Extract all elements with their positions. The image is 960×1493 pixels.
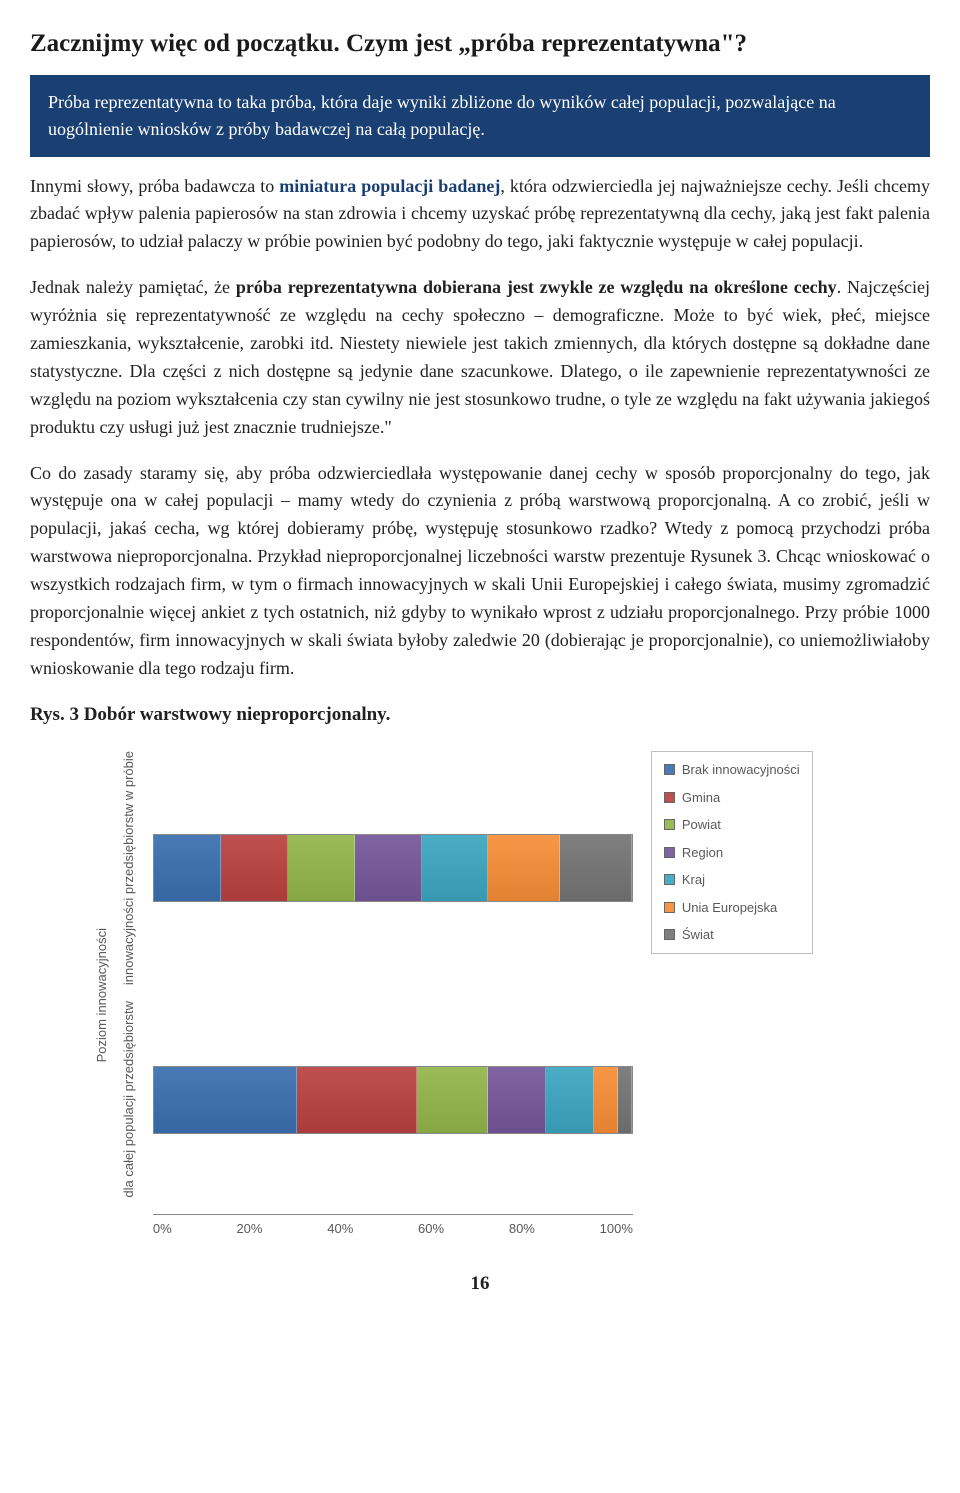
bar-segment <box>422 835 489 901</box>
legend-swatch <box>664 792 675 803</box>
legend-item: Świat <box>664 925 800 945</box>
bar-segment <box>288 835 355 901</box>
p2-text-c: . Najczęściej wyróżnia się reprezentatyw… <box>30 277 930 436</box>
legend-label: Kraj <box>682 870 705 890</box>
p2-emphasis: próba reprezentatywna dobierana jest zwy… <box>236 277 837 297</box>
chart-x-axis: 0% 20% 40% 60% 80% 100% <box>153 1214 633 1239</box>
bar2-label: dla całej populacji przedsiębiorstw <box>115 1001 153 1198</box>
legend-item: Unia Europejska <box>664 898 800 918</box>
bar-segment <box>154 835 221 901</box>
page-number: 16 <box>30 1270 930 1299</box>
bar-segment <box>297 1067 417 1133</box>
legend-swatch <box>664 764 675 775</box>
paragraph-2: Jednak należy pamiętać, że próba repreze… <box>30 274 930 441</box>
legend-swatch <box>664 902 675 913</box>
chart-legend: Brak innowacyjności Gmina Powiat Region Kraj… <box>651 751 813 954</box>
definition-callout: Próba reprezentatywna to taka próba, któ… <box>30 75 930 157</box>
p2-text-a: Jednak należy pamiętać, że <box>30 277 236 297</box>
legend-item: Kraj <box>664 870 800 890</box>
legend-label: Unia Europejska <box>682 898 777 918</box>
bar-segment <box>221 835 288 901</box>
xtick-label: 80% <box>509 1219 535 1239</box>
legend-swatch <box>664 874 675 885</box>
legend-item: Brak innowacyjności <box>664 760 800 780</box>
legend-item: Powiat <box>664 815 800 835</box>
page-heading: Zacznijmy więc od początku. Czym jest „p… <box>30 25 930 63</box>
legend-label: Brak innowacyjności <box>682 760 800 780</box>
bar-segment <box>618 1067 632 1133</box>
legend-item: Region <box>664 843 800 863</box>
bar-segment <box>546 1067 594 1133</box>
xtick-label: 40% <box>327 1219 353 1239</box>
bar-segment <box>355 835 422 901</box>
bar-segment <box>154 1067 297 1133</box>
chart-ylabel: Poziom innowacyjności <box>90 928 115 1062</box>
bar-segment <box>488 835 560 901</box>
bar-segment <box>417 1067 489 1133</box>
chart-container: Poziom innowacyjności innowacyjności prz… <box>30 741 930 1248</box>
bar-segment <box>594 1067 618 1133</box>
legend-label: Region <box>682 843 723 863</box>
paragraph-3: Co do zasady staramy się, aby próba odzw… <box>30 460 930 683</box>
xtick-label: 0% <box>153 1219 172 1239</box>
legend-swatch <box>664 847 675 858</box>
bar2-container <box>153 1066 633 1134</box>
p1-emphasis: miniatura populacji badanej <box>279 176 500 196</box>
legend-item: Gmina <box>664 788 800 808</box>
legend-label: Powiat <box>682 815 721 835</box>
figure-caption: Rys. 3 Dobór warstwowy nieproporcjonalny… <box>30 701 930 730</box>
legend-swatch <box>664 929 675 940</box>
bar1-container <box>153 834 633 902</box>
bar1-label: innowacyjności przedsiębiorstw w próbie <box>115 751 153 985</box>
legend-label: Gmina <box>682 788 720 808</box>
paragraph-1: Innymi słowy, próba badawcza to miniatur… <box>30 173 930 257</box>
xtick-label: 60% <box>418 1219 444 1239</box>
xtick-label: 100% <box>600 1219 633 1239</box>
chart-bar-row-2: dla całej populacji przedsiębiorstw <box>115 1001 633 1198</box>
p1-text-a: Innymi słowy, próba badawcza to <box>30 176 279 196</box>
chart-bar-row-1: innowacyjności przedsiębiorstw w próbie <box>115 751 633 985</box>
xtick-label: 20% <box>236 1219 262 1239</box>
legend-swatch <box>664 819 675 830</box>
bar-segment <box>488 1067 545 1133</box>
legend-label: Świat <box>682 925 714 945</box>
bar-segment <box>560 835 632 901</box>
